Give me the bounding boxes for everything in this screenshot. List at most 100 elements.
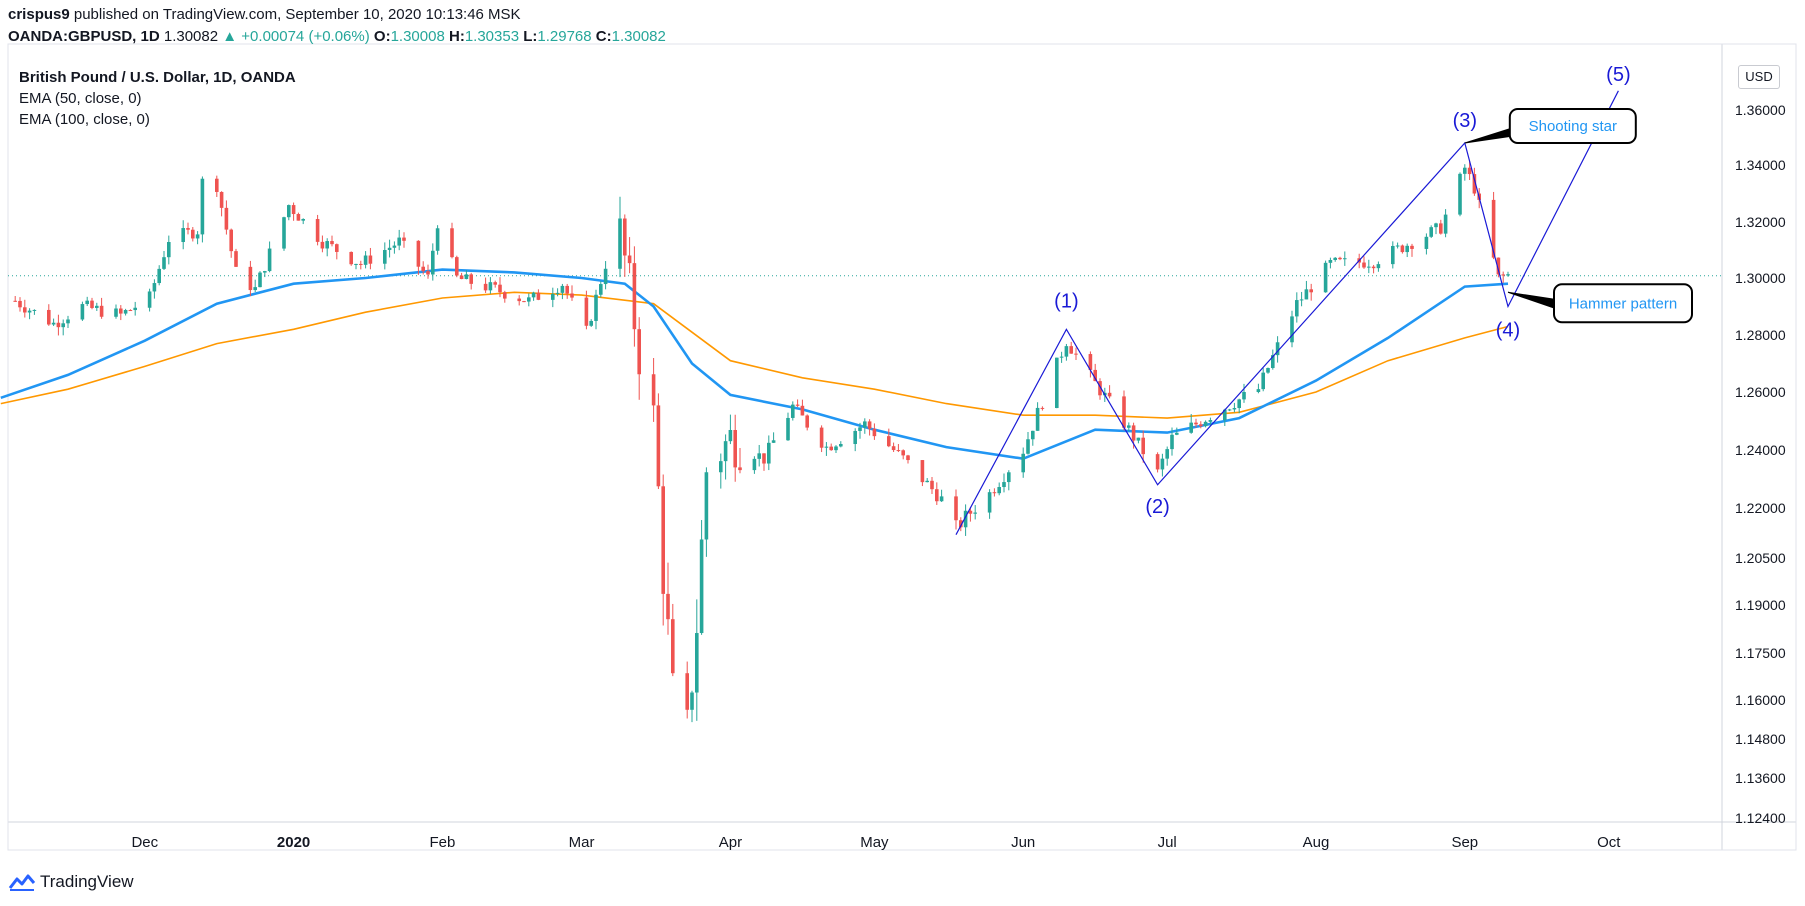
- time-tick-label: Aug: [1303, 834, 1330, 851]
- candle-body: [762, 453, 766, 464]
- candle-body: [503, 292, 507, 299]
- candle-body: [263, 271, 267, 273]
- callout-box[interactable]: [1508, 108, 1637, 144]
- candle-body: [1242, 391, 1246, 400]
- candle-body: [349, 251, 353, 265]
- candle-body: [66, 319, 70, 324]
- candle-body: [925, 480, 929, 483]
- candle-body: [695, 633, 699, 693]
- candle-body: [752, 458, 757, 471]
- callout-box[interactable]: [1553, 283, 1693, 324]
- candle-body: [656, 405, 661, 487]
- candle-body: [896, 450, 901, 452]
- candle-body: [1343, 258, 1347, 260]
- candle-body: [431, 250, 435, 275]
- close-label: C:: [595, 28, 612, 45]
- candle-body: [147, 291, 152, 308]
- candle-body: [560, 285, 565, 293]
- candle-body: [1127, 425, 1131, 428]
- candle-body: [1275, 342, 1280, 356]
- author-name[interactable]: crispus9: [8, 6, 70, 23]
- candle-body: [603, 268, 608, 285]
- candle-body: [1472, 174, 1477, 194]
- candle-body: [167, 242, 171, 258]
- candle-body: [162, 257, 166, 269]
- time-axis[interactable]: Dec 2020 Feb Mar Apr May Jun Jul Aug Sep Oct: [131, 834, 1621, 851]
- price-tick-label: 1.12400: [1735, 810, 1786, 826]
- candle-body: [805, 415, 809, 428]
- candle-body: [229, 229, 233, 252]
- ema50-layer: [0, 268, 1509, 461]
- low-label: L:: [523, 28, 538, 45]
- wave-label: (4): [1496, 320, 1520, 342]
- ohlc-info: OANDA:GBPUSD, 1D 1.30082 ▲ +0.00074 (+0.…: [8, 28, 666, 45]
- candle-body: [47, 309, 51, 325]
- candle-body: [901, 450, 905, 456]
- candle-body: [1506, 274, 1510, 276]
- ema100-layer: [0, 291, 1509, 419]
- candle-body: [301, 219, 305, 221]
- candle-body: [1021, 453, 1025, 473]
- candle-body: [959, 520, 963, 528]
- candle-body: [1429, 227, 1433, 237]
- tradingview-logo[interactable]: TradingView: [8, 872, 134, 892]
- candle-body: [186, 228, 190, 230]
- candle-body: [824, 446, 829, 448]
- candle-body: [872, 428, 877, 437]
- candle-body: [1439, 223, 1443, 234]
- candle-body: [1064, 346, 1069, 357]
- time-tick-label: 2020: [277, 834, 310, 851]
- candle-body: [584, 297, 589, 326]
- candle-body: [1165, 449, 1169, 459]
- candle-body: [1141, 437, 1145, 455]
- publish-info: crispus9 published on TradingView.com, S…: [8, 6, 521, 23]
- candle-body: [1458, 173, 1462, 215]
- candle-body: [1443, 214, 1448, 234]
- candle-body: [1410, 245, 1414, 249]
- candle-body: [464, 274, 469, 280]
- candle-body: [627, 255, 632, 264]
- candle-body: [1501, 274, 1505, 276]
- candle-body: [939, 496, 944, 502]
- candle-body: [1055, 357, 1059, 409]
- currency-button[interactable]: USD: [1738, 65, 1780, 89]
- price-tick-label: 1.19000: [1735, 597, 1786, 613]
- candle-body: [771, 440, 776, 443]
- candle-body: [128, 310, 133, 312]
- candle-body: [114, 308, 118, 317]
- price-tick-label: 1.13600: [1735, 770, 1786, 786]
- candle-body: [99, 305, 104, 317]
- candle-body: [594, 294, 598, 321]
- candle-body: [1496, 257, 1501, 275]
- candle-body: [1237, 399, 1241, 409]
- candle-body: [906, 455, 910, 461]
- wave-layer: (1) (2) (3) (4) (5): [955, 64, 1631, 535]
- callout-label: Shooting star: [1529, 118, 1617, 135]
- candle-body: [426, 271, 430, 275]
- candle-body: [800, 405, 805, 416]
- candle-body: [1271, 355, 1275, 369]
- price-tick-label: 1.24000: [1735, 442, 1786, 458]
- high-value: 1.30353: [464, 28, 520, 45]
- legend-ema100[interactable]: EMA (100, close, 0): [19, 111, 150, 128]
- candle-body: [1098, 381, 1102, 396]
- candle-body: [1405, 245, 1409, 253]
- candle-body: [666, 593, 670, 620]
- price-axis[interactable]: 1.36000 1.34000 1.32000 1.30000 1.28000 1.260…: [1735, 102, 1786, 826]
- candle-body: [1299, 299, 1304, 301]
- candle-body: [1175, 432, 1179, 435]
- legend-title[interactable]: British Pound / U.S. Dollar, 1D, OANDA: [19, 69, 296, 86]
- candle-body: [493, 282, 497, 285]
- candle-body: [891, 446, 896, 451]
- candle-body: [1194, 422, 1198, 425]
- price-tick-label: 1.17500: [1735, 645, 1786, 661]
- candle-body: [551, 293, 555, 300]
- candle-body: [387, 247, 392, 251]
- candle-body: [459, 275, 464, 280]
- time-tick-label: Apr: [719, 834, 742, 851]
- candle-body: [51, 322, 56, 325]
- legend-ema50[interactable]: EMA (50, close, 0): [19, 90, 142, 107]
- candle-body: [56, 322, 61, 328]
- low-value: 1.29768: [537, 28, 592, 45]
